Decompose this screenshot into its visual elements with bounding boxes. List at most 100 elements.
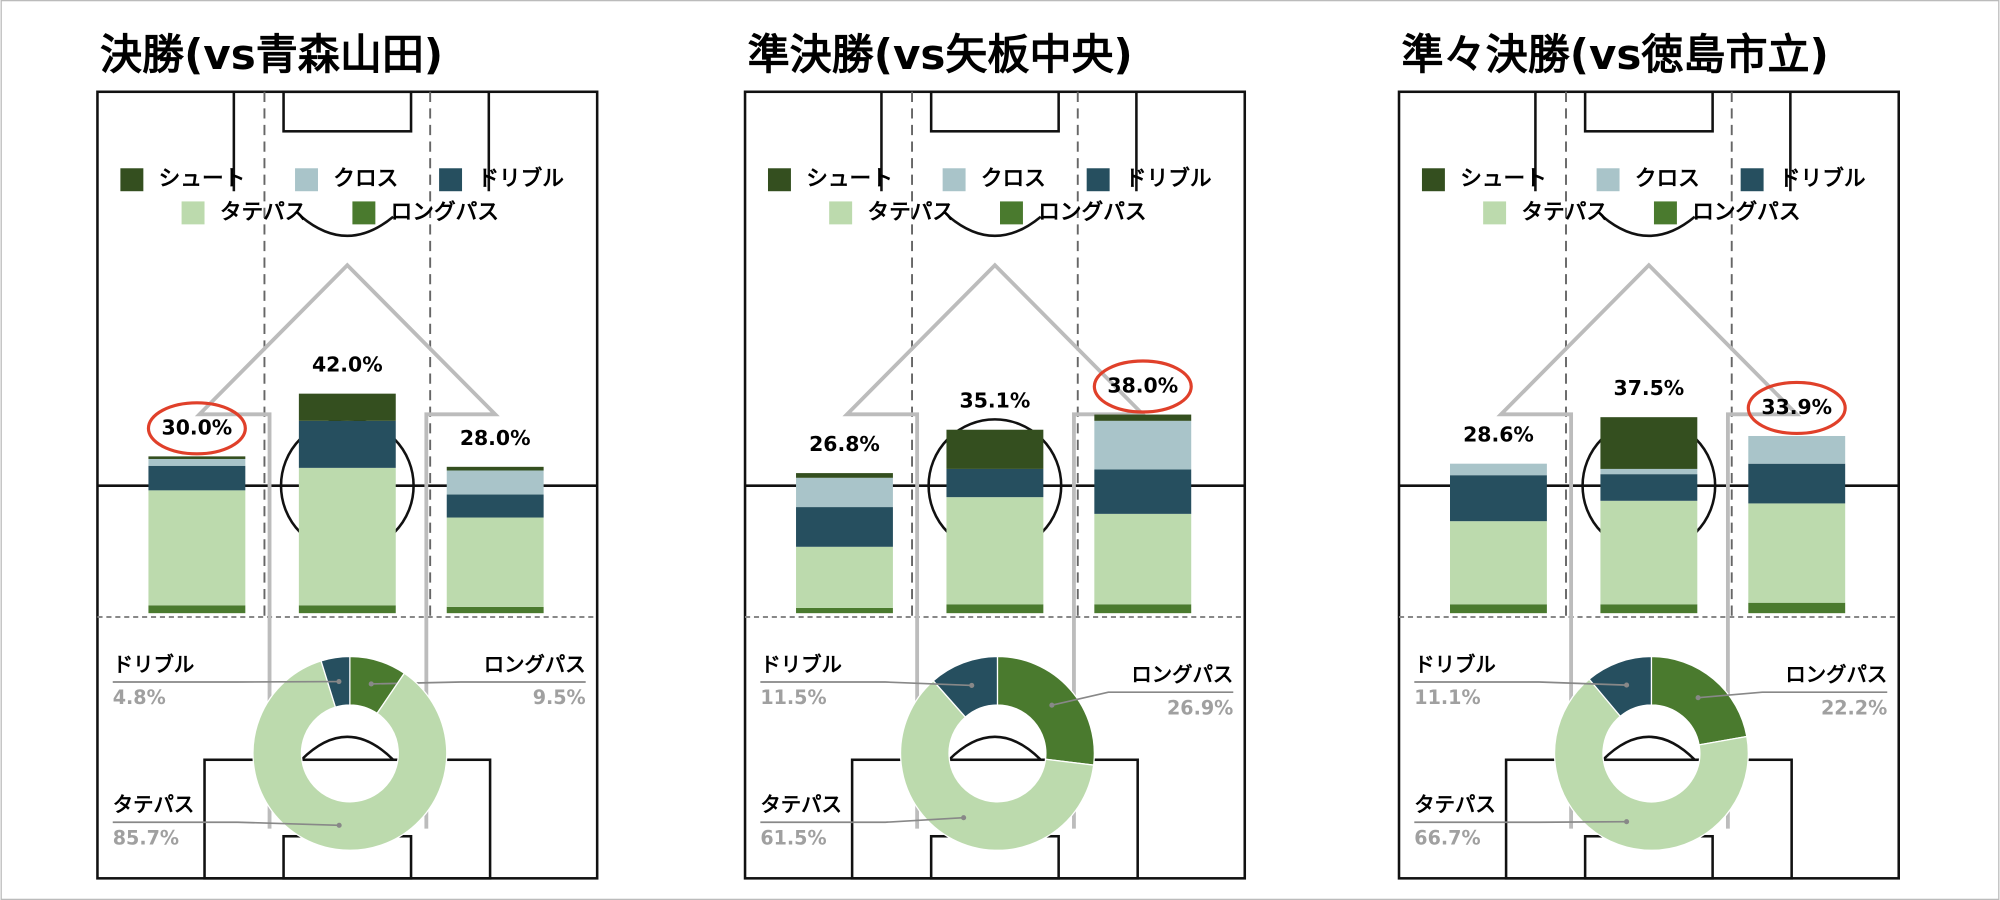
bar-segment <box>298 393 396 421</box>
bar-segment <box>796 607 893 614</box>
leader-line <box>112 821 340 827</box>
leader-dot <box>961 815 967 821</box>
legend-swatch <box>1421 168 1445 192</box>
bar-segment <box>1450 463 1547 476</box>
leader-dot <box>336 679 342 685</box>
donut-segment <box>1650 655 1748 746</box>
bar-segment <box>1094 513 1192 605</box>
total-label: 33.9% <box>1761 395 1832 419</box>
bar-segment <box>1748 463 1846 504</box>
leader-line <box>760 816 964 824</box>
legend-swatch <box>942 168 966 192</box>
donut-value: 22.2% <box>1821 696 1887 719</box>
goal-area <box>1583 90 1714 133</box>
attack-arrow <box>194 262 500 829</box>
donut-value: 61.5% <box>760 826 826 849</box>
legend-label: タテパス <box>1521 200 1608 225</box>
bar-segment <box>148 465 246 491</box>
donut-label: タテパス <box>760 793 842 817</box>
total-label: 26.8% <box>809 432 880 456</box>
penalty-arc <box>1602 215 1696 237</box>
penalty-arc <box>300 215 395 237</box>
leader-line <box>1698 691 1888 699</box>
bar-segment <box>298 467 396 606</box>
donut-label: タテパス <box>113 793 195 817</box>
donut-value: 9.5% <box>533 686 586 709</box>
legend-label: クロス <box>333 167 398 192</box>
donut-value: 85.7% <box>113 826 179 849</box>
leader-dot <box>1049 702 1055 708</box>
legend-swatch <box>1653 201 1677 225</box>
bar-segment <box>1748 602 1846 614</box>
total-label: 28.0% <box>460 426 531 450</box>
bar-segment <box>1600 474 1698 501</box>
bar-segment <box>1094 469 1192 514</box>
donut-value: 66.7% <box>1414 826 1480 849</box>
bar-segment <box>796 473 893 478</box>
bar-segment <box>1450 475 1547 522</box>
total-label: 42.0% <box>312 353 383 377</box>
legend-label: シュート <box>159 167 246 192</box>
bar-segment <box>298 605 396 614</box>
leader-dot <box>368 681 374 687</box>
legend-swatch <box>295 168 318 192</box>
donut-label: ドリブル <box>113 652 195 676</box>
legend-label: クロス <box>981 167 1046 192</box>
bar-segment <box>796 507 893 547</box>
leader-dot <box>1624 819 1630 825</box>
legend-swatch <box>181 201 205 225</box>
leader-line <box>760 681 972 687</box>
bar-segment <box>446 466 544 471</box>
total-label: 37.5% <box>1614 376 1685 400</box>
bar-segment <box>1094 420 1192 470</box>
donut-segment <box>1553 678 1749 851</box>
bar-segment <box>1094 604 1192 614</box>
highlight-circle <box>1746 380 1847 436</box>
donut-value: 4.8% <box>113 686 166 709</box>
bar-segment <box>446 470 544 495</box>
highlight-circle <box>1092 359 1193 414</box>
total-label: 38.0% <box>1107 374 1178 398</box>
panel-title: 決勝(vs青森山田) <box>100 30 443 79</box>
donut-segment <box>252 660 448 851</box>
penalty-arc <box>948 215 1042 237</box>
bar-segment <box>148 458 246 466</box>
legend-label: ロングパス <box>1692 199 1800 225</box>
bar-segment <box>446 517 544 607</box>
donut-label: ロングパス <box>484 652 586 676</box>
donut-label: ドリブル <box>1414 652 1496 676</box>
penalty-arc <box>948 735 1042 761</box>
donut-label: ロングパス <box>1131 663 1233 687</box>
legend-swatch <box>120 168 144 192</box>
legend-label: シュート <box>1460 167 1547 192</box>
bar-segment <box>1748 435 1846 464</box>
bar-segment <box>1094 414 1192 421</box>
legend-swatch <box>352 201 376 225</box>
bar-segment <box>796 546 893 608</box>
donut-segment <box>899 679 1095 851</box>
bar-segment <box>148 490 246 606</box>
total-label: 30.0% <box>162 415 233 439</box>
bar-segment <box>796 477 893 508</box>
legend-label: シュート <box>806 167 893 192</box>
leader-line <box>1414 681 1627 686</box>
donut-value: 26.9% <box>1167 696 1233 719</box>
bar-segment <box>1600 468 1698 475</box>
bar-segment <box>148 456 246 459</box>
legend-swatch <box>829 201 853 225</box>
leader-line <box>1051 691 1234 707</box>
legend-label: ドリブル <box>1125 166 1212 192</box>
bar-segment <box>1600 604 1698 614</box>
highlight-circle <box>146 401 247 456</box>
legend-swatch <box>1086 168 1110 192</box>
legend-label: ロングパス <box>1038 199 1146 225</box>
legend-swatch <box>439 168 463 192</box>
legend-label: タテパス <box>867 200 954 225</box>
donut-segment <box>1588 655 1653 718</box>
donut-label: タテパス <box>1414 793 1496 817</box>
legend-swatch <box>1000 201 1023 225</box>
leader-dot <box>1624 682 1630 688</box>
legend-label: クロス <box>1635 167 1700 192</box>
goal-area <box>282 90 413 133</box>
